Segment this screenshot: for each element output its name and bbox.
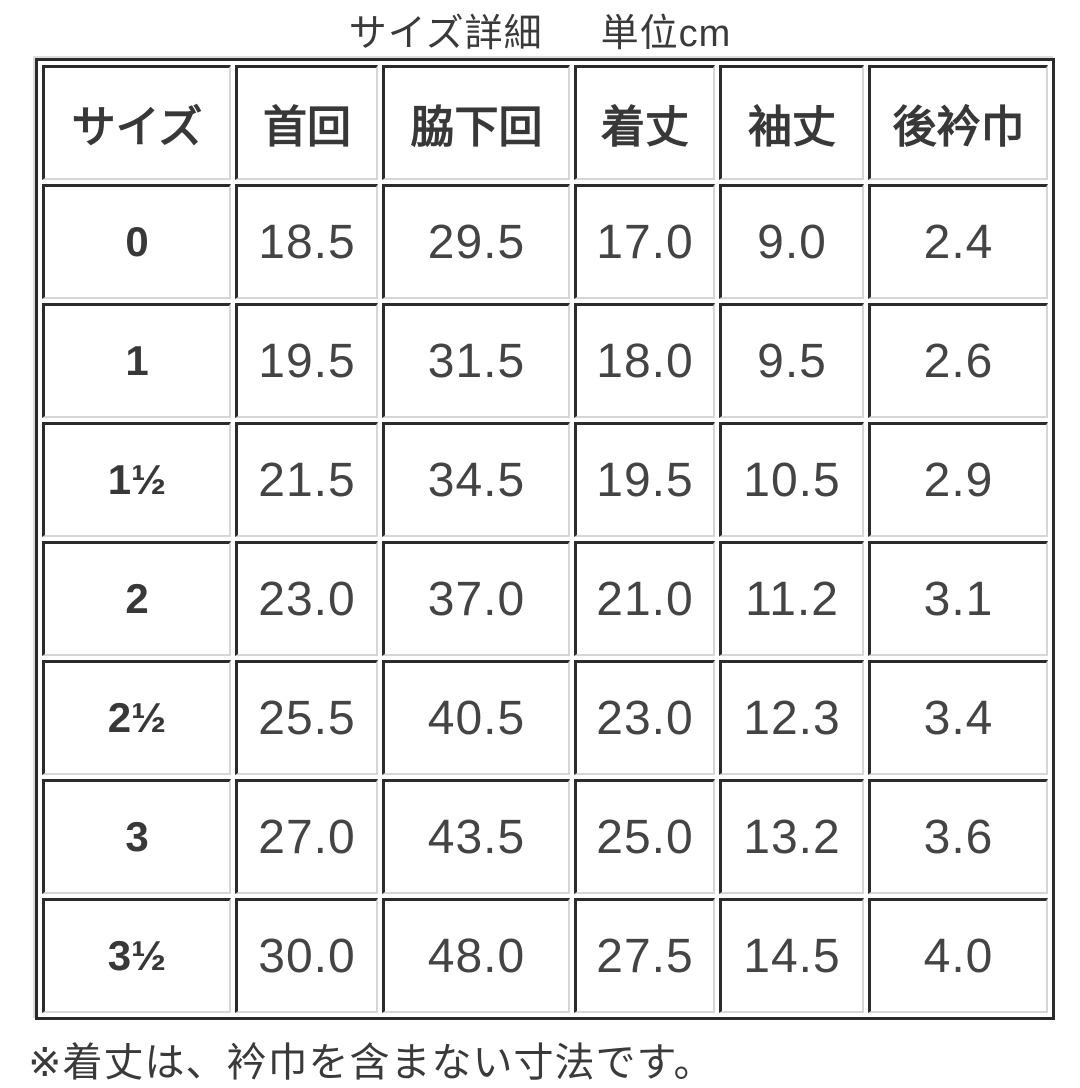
table-row: 3 27.0 43.5 25.0 13.2 3.6 xyxy=(42,779,1048,894)
size-label: 3½ xyxy=(42,898,231,1013)
measurement-cell: 21.0 xyxy=(574,541,715,656)
size-label: 1½ xyxy=(42,422,231,537)
footnote: ※着丈は、衿巾を含まない寸法です。 xyxy=(28,1041,715,1085)
measurement-cell: 18.5 xyxy=(235,184,378,299)
size-label: 3 xyxy=(42,779,231,894)
measurement-cell: 9.5 xyxy=(719,303,864,418)
measurement-cell: 27.5 xyxy=(574,898,715,1013)
measurement-cell: 11.2 xyxy=(719,541,864,656)
table-row: 3½ 30.0 48.0 27.5 14.5 4.0 xyxy=(42,898,1048,1013)
measurement-cell: 4.0 xyxy=(868,898,1048,1013)
measurement-cell: 34.5 xyxy=(382,422,570,537)
measurement-cell: 25.0 xyxy=(574,779,715,894)
header-size: サイズ xyxy=(42,65,231,180)
measurement-cell: 2.6 xyxy=(868,303,1048,418)
table-row: 0 18.5 29.5 17.0 9.0 2.4 xyxy=(42,184,1048,299)
measurement-cell: 2.9 xyxy=(868,422,1048,537)
measurement-cell: 17.0 xyxy=(574,184,715,299)
size-label: 1 xyxy=(42,303,231,418)
measurement-cell: 25.5 xyxy=(235,660,378,775)
measurement-cell: 19.5 xyxy=(574,422,715,537)
measurement-cell: 48.0 xyxy=(382,898,570,1013)
header-row: サイズ 首回 脇下回 着丈 袖丈 後衿巾 xyxy=(42,65,1048,180)
measurement-cell: 21.5 xyxy=(235,422,378,537)
measurement-cell: 29.5 xyxy=(382,184,570,299)
measurement-cell: 3.1 xyxy=(868,541,1048,656)
measurement-cell: 30.0 xyxy=(235,898,378,1013)
measurement-cell: 23.0 xyxy=(235,541,378,656)
header-sleeve: 袖丈 xyxy=(719,65,864,180)
size-label: 2½ xyxy=(42,660,231,775)
header-back-collar: 後衿巾 xyxy=(868,65,1048,180)
page-title: サイズ詳細 単位cm xyxy=(0,0,1080,58)
header-underarm: 脇下回 xyxy=(382,65,570,180)
measurement-cell: 14.5 xyxy=(719,898,864,1013)
measurement-cell: 43.5 xyxy=(382,779,570,894)
table-row: 2 23.0 37.0 21.0 11.2 3.1 xyxy=(42,541,1048,656)
measurement-cell: 19.5 xyxy=(235,303,378,418)
measurement-cell: 12.3 xyxy=(719,660,864,775)
table-row: 2½ 25.5 40.5 23.0 12.3 3.4 xyxy=(42,660,1048,775)
measurement-cell: 10.5 xyxy=(719,422,864,537)
title-unit-label: 単位cm xyxy=(600,12,732,55)
measurement-cell: 23.0 xyxy=(574,660,715,775)
size-label: 0 xyxy=(42,184,231,299)
measurement-cell: 3.4 xyxy=(868,660,1048,775)
header-length: 着丈 xyxy=(574,65,715,180)
size-label: 2 xyxy=(42,541,231,656)
measurement-cell: 37.0 xyxy=(382,541,570,656)
table-row: 1 19.5 31.5 18.0 9.5 2.6 xyxy=(42,303,1048,418)
measurement-cell: 2.4 xyxy=(868,184,1048,299)
measurement-cell: 31.5 xyxy=(382,303,570,418)
header-neck: 首回 xyxy=(235,65,378,180)
table-row: 1½ 21.5 34.5 19.5 10.5 2.9 xyxy=(42,422,1048,537)
size-table: サイズ 首回 脇下回 着丈 袖丈 後衿巾 0 18.5 29.5 17.0 9.… xyxy=(35,58,1055,1020)
title-text: サイズ詳細 xyxy=(348,12,543,55)
measurement-cell: 9.0 xyxy=(719,184,864,299)
measurement-cell: 18.0 xyxy=(574,303,715,418)
measurement-cell: 27.0 xyxy=(235,779,378,894)
measurement-cell: 3.6 xyxy=(868,779,1048,894)
measurement-cell: 13.2 xyxy=(719,779,864,894)
measurement-cell: 40.5 xyxy=(382,660,570,775)
